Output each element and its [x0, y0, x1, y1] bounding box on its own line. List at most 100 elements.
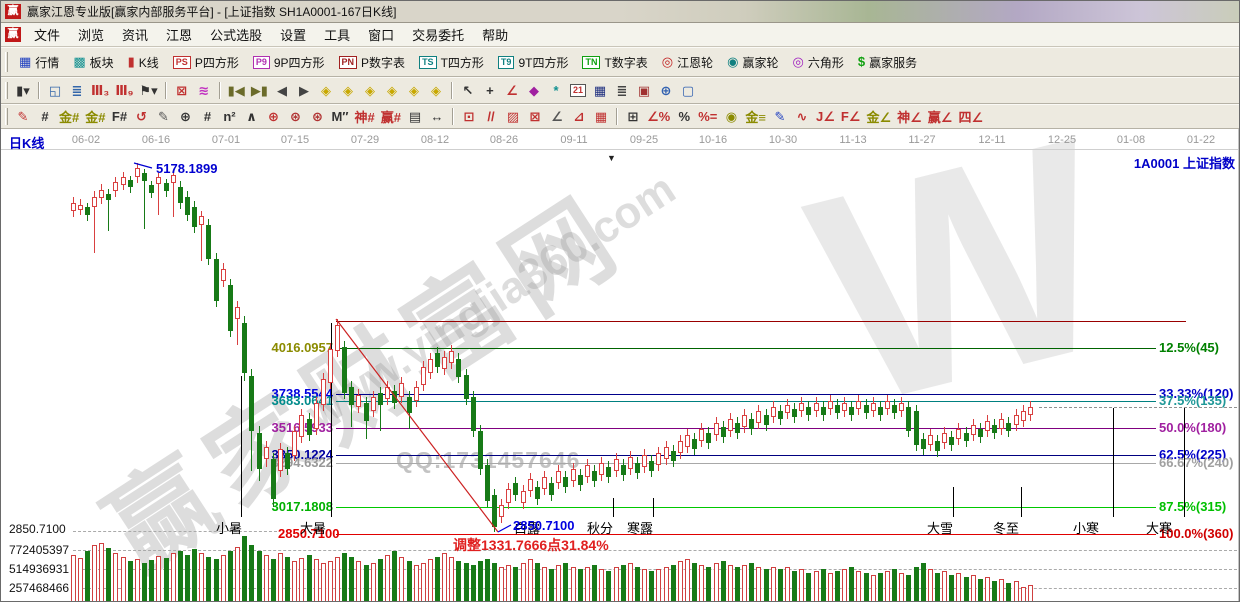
- shen-angle-button[interactable]: 神∠: [894, 107, 925, 127]
- expand-x-button[interactable]: ◈: [381, 81, 403, 101]
- stock-pick-button[interactable]: ⊠: [171, 81, 193, 101]
- angle-lines-button[interactable]: ∧: [240, 107, 262, 127]
- date-axis-label: 06-16: [141, 134, 171, 146]
- volume-bar: [399, 557, 404, 601]
- wave-box-button[interactable]: ∿: [791, 107, 813, 127]
- zoom-in-x-button[interactable]: ◈: [337, 81, 359, 101]
- first-bar-button[interactable]: ▮◀: [225, 81, 248, 101]
- box-select-button[interactable]: ⊡: [458, 107, 480, 127]
- notes-button[interactable]: ≣: [611, 81, 633, 101]
- t-number-table-button[interactable]: TN T数字表: [575, 52, 654, 73]
- t-square-button[interactable]: TS T四方形: [412, 52, 491, 73]
- ruler-123-button[interactable]: ▤: [404, 107, 426, 127]
- compress-x-button[interactable]: ◈: [359, 81, 381, 101]
- color-chart-button[interactable]: ≋: [193, 81, 215, 101]
- 9p-square-button[interactable]: P9 9P四方形: [246, 52, 332, 73]
- menu-item-8[interactable]: 交易委托: [412, 28, 465, 43]
- menu-item-1[interactable]: 浏览: [78, 28, 105, 43]
- crosshair-tool-button[interactable]: +: [479, 81, 501, 101]
- check-angle-button[interactable]: ⊿: [568, 107, 590, 127]
- menu-item-9[interactable]: 帮助: [482, 28, 509, 43]
- menu-item-6[interactable]: 工具: [324, 28, 351, 43]
- gann-tool-purple-button[interactable]: ◆: [523, 81, 545, 101]
- bar-counts-button[interactable]: ⊞: [622, 107, 644, 127]
- menu-item-4[interactable]: 公式选股: [210, 28, 263, 43]
- toolbar-drag-handle[interactable]: [5, 52, 8, 72]
- toolbar-drag-handle[interactable]: [5, 81, 8, 100]
- pencil-button[interactable]: ✎: [12, 107, 34, 127]
- n-squared-button[interactable]: n²: [218, 107, 240, 127]
- f-angle-button[interactable]: F∠: [838, 107, 864, 127]
- winner-wheel-button[interactable]: ◉ 赢家轮: [720, 52, 785, 73]
- hand-tool-button[interactable]: ↖: [457, 81, 479, 101]
- chart-3-button[interactable]: Ⅲ₃: [88, 81, 112, 101]
- title-bar[interactable]: 赢 赢家江恩专业版[赢家内部服务平台] - [上证指数 SH1A0001-167…: [1, 1, 1239, 23]
- spiral-button[interactable]: ↺: [130, 107, 152, 127]
- chart-9-button[interactable]: Ⅲ₉: [112, 81, 136, 101]
- sectors-button[interactable]: ▩ 板块: [66, 52, 120, 73]
- target-circle-button[interactable]: ⊕: [262, 107, 284, 127]
- grid-2-button[interactable]: #: [196, 107, 218, 127]
- ink-pen-button[interactable]: ✎: [769, 107, 791, 127]
- pct-line-button[interactable]: %=: [695, 107, 720, 127]
- gold-circle-button[interactable]: ◉: [720, 107, 742, 127]
- net-sync-button[interactable]: ⊕: [655, 81, 677, 101]
- p-square-button[interactable]: PS P四方形: [166, 52, 246, 73]
- gann-tool-teal-button[interactable]: *: [545, 81, 567, 101]
- p-number-table-button[interactable]: PN P数字表: [332, 52, 413, 73]
- zoom-fit-button[interactable]: ◈: [425, 81, 447, 101]
- fan-lines-button[interactable]: //: [480, 107, 502, 127]
- box-x-button[interactable]: ⊠: [524, 107, 546, 127]
- circle-grid-button[interactable]: ⊕: [174, 107, 196, 127]
- box-diagonal-button[interactable]: ▨: [502, 107, 524, 127]
- web-2-button[interactable]: ⊛: [306, 107, 328, 127]
- web-button[interactable]: ⊛: [284, 107, 306, 127]
- m-quote-button[interactable]: M″: [328, 107, 351, 127]
- gold-angle-button[interactable]: 金∠: [863, 107, 894, 127]
- hexagon-button[interactable]: ◎ 六角形: [786, 52, 851, 73]
- period-selector-button[interactable]: ▮▾: [12, 81, 34, 101]
- menu-item-2[interactable]: 资讯: [122, 28, 149, 43]
- gold-grid-2-button[interactable]: 金#: [82, 107, 108, 127]
- 9t-square-button[interactable]: T9 9T四方形: [491, 52, 576, 73]
- prev-bar-button[interactable]: ◀: [271, 81, 293, 101]
- save-button[interactable]: ▣: [633, 81, 655, 101]
- zoom-window-button[interactable]: ◱: [44, 81, 66, 101]
- ying-angle-button[interactable]: 赢∠: [925, 107, 956, 127]
- chevron-down-icon[interactable]: ▼: [607, 153, 616, 163]
- pct-angle-button[interactable]: ∠%: [644, 107, 673, 127]
- grid-lines-button[interactable]: #: [34, 107, 56, 127]
- info-panel-button[interactable]: ≣: [66, 81, 88, 101]
- menu-item-7[interactable]: 窗口: [368, 28, 395, 43]
- gold-grid-1-button[interactable]: 金#: [56, 107, 82, 127]
- next-bar-button[interactable]: ▶: [293, 81, 315, 101]
- menu-item-3[interactable]: 江恩: [166, 28, 193, 43]
- flag-tool-button[interactable]: ⚑▾: [136, 81, 160, 101]
- zoom-all-button[interactable]: ◈: [403, 81, 425, 101]
- calendar-button[interactable]: 21: [567, 81, 589, 101]
- menu-item-5[interactable]: 设置: [280, 28, 307, 43]
- percent-button[interactable]: %: [673, 107, 695, 127]
- winner-service-button[interactable]: $ 赢家服务: [851, 52, 924, 73]
- kline-button[interactable]: ▮ K线: [121, 52, 166, 73]
- pencil-2-button[interactable]: ✎: [152, 107, 174, 127]
- dense-grid-button[interactable]: ▦: [590, 107, 612, 127]
- width-arrows-button[interactable]: ↔: [426, 107, 448, 127]
- market-quotes-button[interactable]: ▦ 行情: [12, 52, 66, 73]
- trend-angle-button[interactable]: ∠: [546, 107, 568, 127]
- menu-item-0[interactable]: 文件: [34, 28, 61, 43]
- chart-canvas[interactable]: 赢家财富网 www.yingjia360.com W QQ:1731457646…: [1, 129, 1239, 601]
- si-angle-button[interactable]: 四∠: [955, 107, 986, 127]
- toolbar-drag-handle[interactable]: [5, 108, 8, 125]
- f-grid-button[interactable]: F#: [108, 107, 130, 127]
- ying-grid-button[interactable]: 赢#: [378, 107, 404, 127]
- j-angle-button[interactable]: J∠: [813, 107, 838, 127]
- zoom-out-x-button[interactable]: ◈: [315, 81, 337, 101]
- remote-service-button[interactable]: ▢: [677, 81, 699, 101]
- last-bar-button[interactable]: ▶▮: [248, 81, 271, 101]
- gann-wheel-button[interactable]: ◎ 江恩轮: [655, 52, 720, 73]
- gold-lines-button[interactable]: 金≡: [742, 107, 769, 127]
- shen-grid-button[interactable]: 神#: [352, 107, 378, 127]
- calculator-button[interactable]: ▦: [589, 81, 611, 101]
- angle-measure-button[interactable]: ∠: [501, 81, 523, 101]
